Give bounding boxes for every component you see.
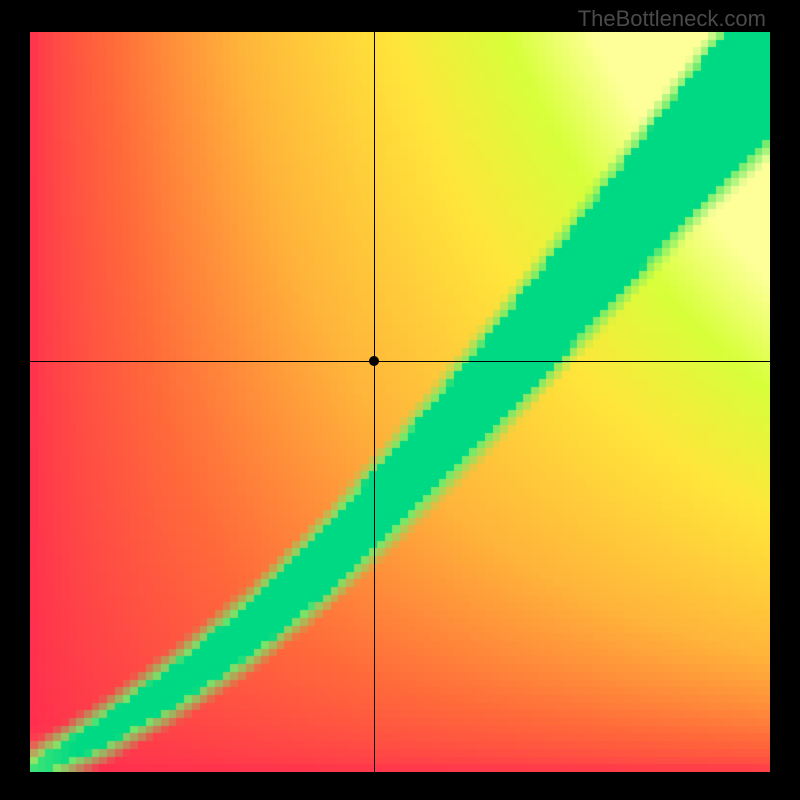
crosshair-marker (369, 356, 379, 366)
crosshair-horizontal (30, 361, 770, 362)
heatmap-canvas (30, 32, 770, 772)
attribution-text: TheBottleneck.com (578, 6, 766, 32)
crosshair-vertical (374, 32, 375, 772)
chart-container: TheBottleneck.com (0, 0, 800, 800)
plot-area (30, 32, 770, 772)
